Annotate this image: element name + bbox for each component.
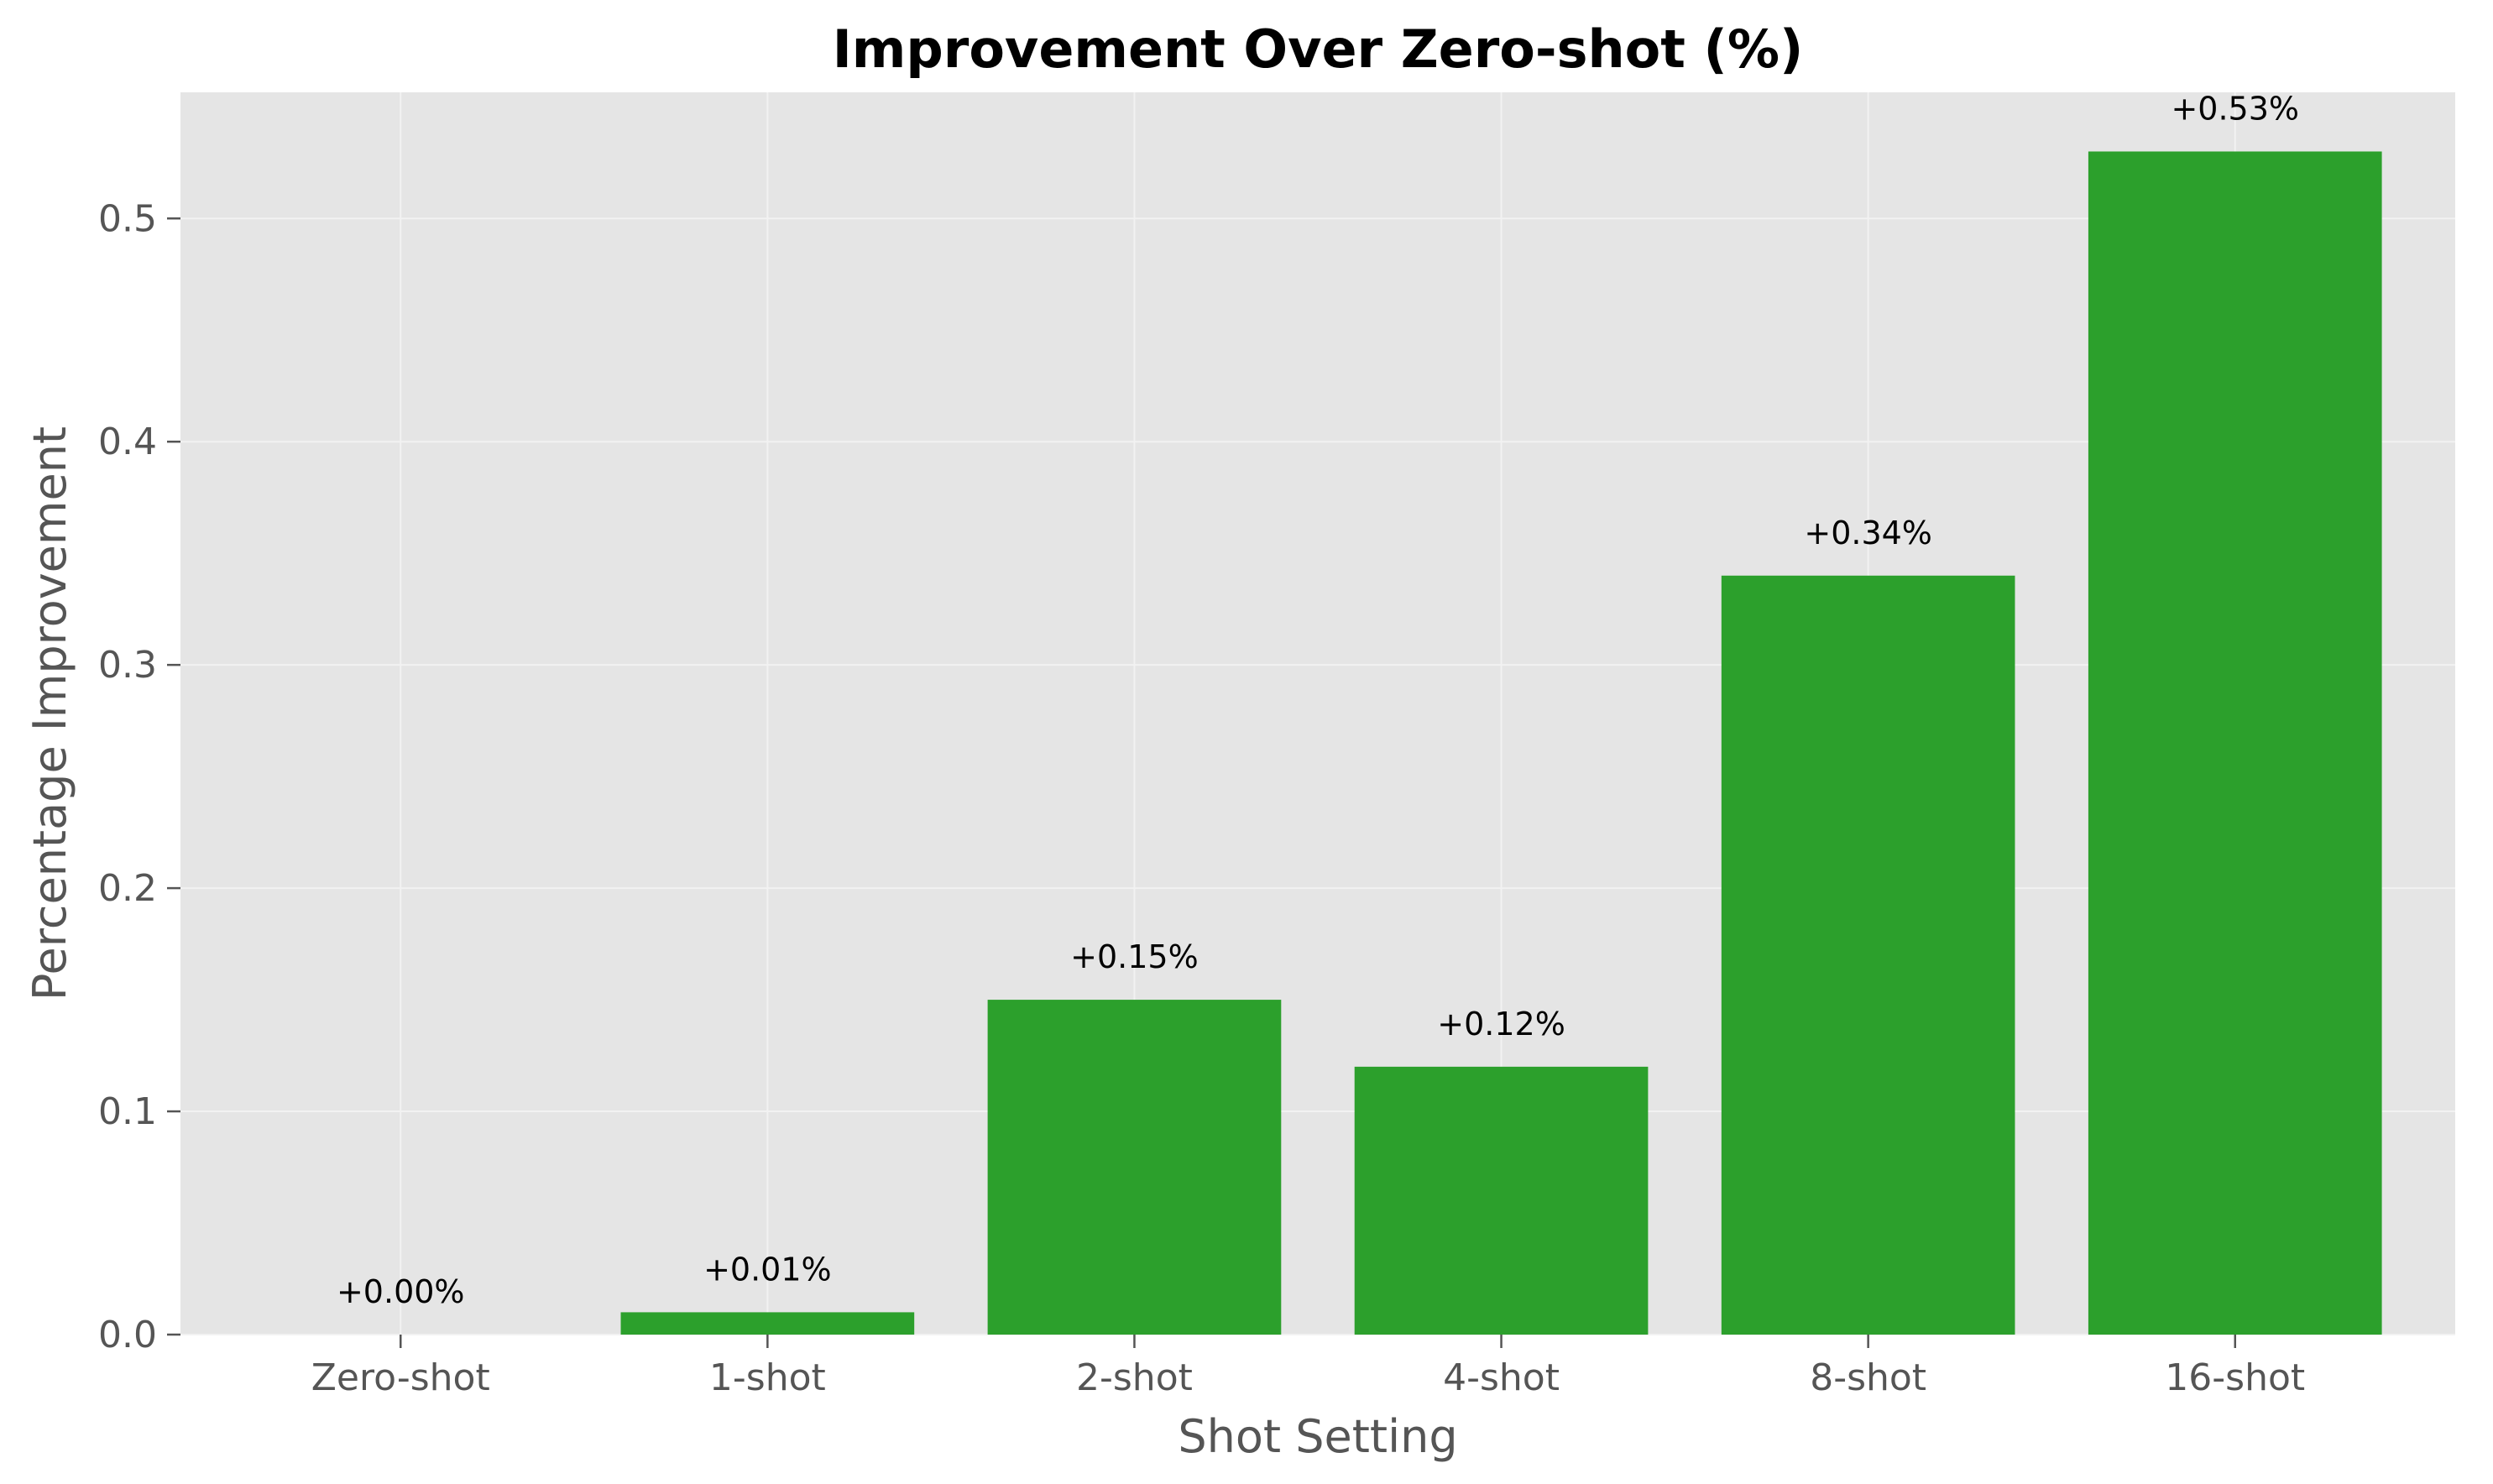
x-tick-label: 8-shot <box>1810 1356 1926 1399</box>
y-axis: 0.0 0.1 0.2 0.3 0.4 0.5 <box>98 197 180 1356</box>
x-tick-label: 4-shot <box>1443 1356 1560 1399</box>
bar-4-shot <box>1354 1066 1649 1335</box>
bar-16-shot <box>2088 151 2382 1335</box>
y-tick-label: 0.1 <box>98 1090 157 1133</box>
y-tick-label: 0.5 <box>98 197 157 240</box>
x-tick-label: 2-shot <box>1076 1356 1193 1399</box>
x-tick-label: 1-shot <box>709 1356 826 1399</box>
bars <box>620 151 2382 1335</box>
x-tick-label: 16-shot <box>2165 1356 2305 1399</box>
x-tick-label: Zero-shot <box>311 1356 490 1399</box>
y-tick-label: 0.0 <box>98 1314 157 1356</box>
bar-8-shot <box>1721 575 2015 1335</box>
y-tick-label: 0.3 <box>98 644 157 687</box>
data-label: +0.15% <box>1070 938 1199 975</box>
y-axis-label: Percentage Improvement <box>24 426 76 1001</box>
x-axis: Zero-shot 1-shot 2-shot 4-shot 8-shot 16-shot <box>311 1335 2305 1399</box>
data-labels: +0.00% +0.01% +0.15% +0.12% +0.34% +0.53% <box>337 90 2299 1310</box>
plot-area <box>180 92 2455 1335</box>
data-label: +0.34% <box>1804 515 1932 551</box>
data-label: +0.00% <box>337 1273 465 1310</box>
chart-title: Improvement Over Zero-shot (%) <box>833 18 1804 80</box>
data-label: +0.53% <box>2171 90 2299 127</box>
x-axis-label: Shot Setting <box>1178 1410 1457 1463</box>
y-tick-label: 0.4 <box>98 421 157 463</box>
bar-1-shot <box>620 1312 915 1335</box>
bar-2-shot <box>987 1000 1282 1335</box>
data-label: +0.01% <box>703 1251 832 1288</box>
y-tick-label: 0.2 <box>98 867 157 910</box>
data-label: +0.12% <box>1437 1006 1565 1042</box>
